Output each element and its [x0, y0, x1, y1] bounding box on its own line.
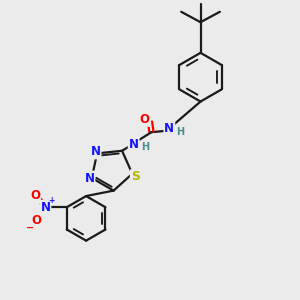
Text: N: N [91, 146, 100, 158]
Text: N: N [40, 201, 50, 214]
Text: O: O [30, 189, 40, 203]
Text: H: H [141, 142, 149, 152]
Text: −: − [26, 223, 34, 233]
Text: O: O [140, 113, 150, 126]
Text: N: N [164, 122, 174, 135]
Text: O: O [32, 214, 41, 227]
Text: H: H [177, 127, 185, 137]
Text: S: S [131, 170, 140, 183]
Text: +: + [48, 196, 55, 205]
Text: N: N [84, 172, 94, 184]
Text: N: N [129, 138, 139, 151]
